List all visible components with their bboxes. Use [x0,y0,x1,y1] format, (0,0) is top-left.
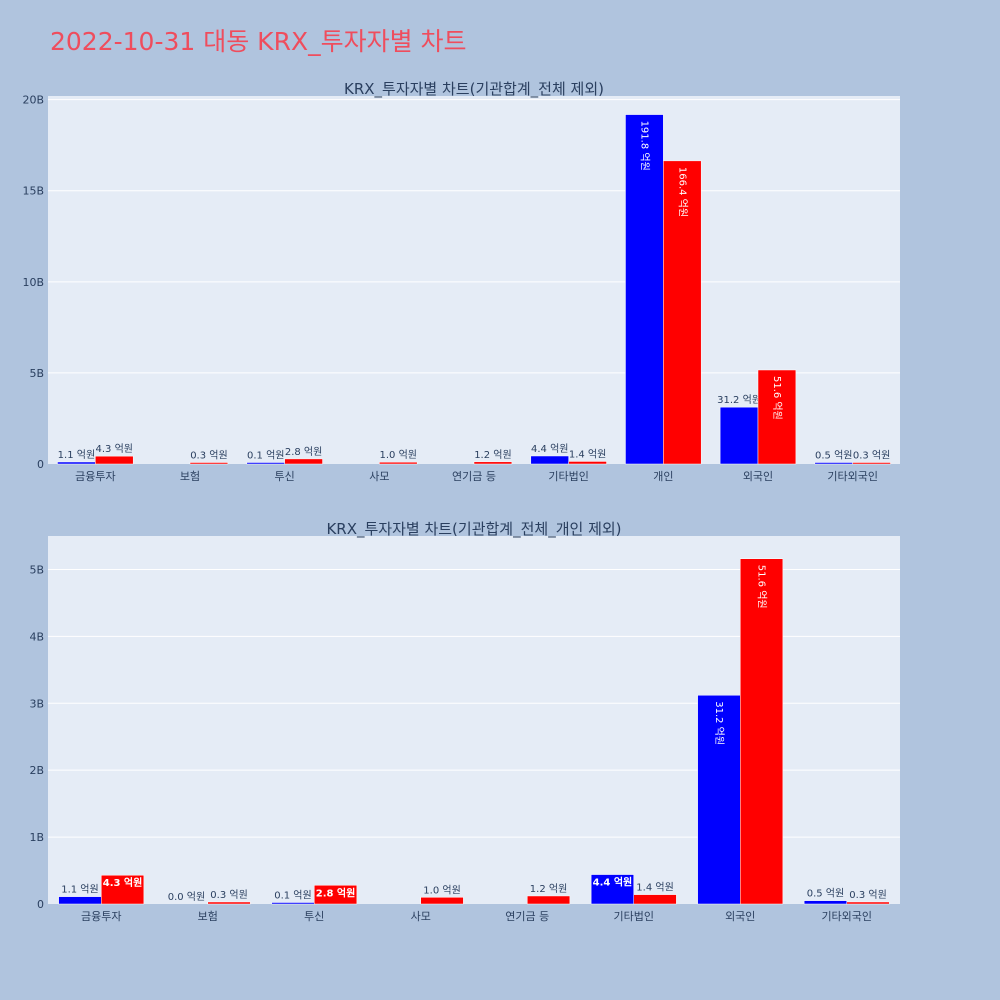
bar [846,901,890,905]
data-label: 1.0 억원 [380,449,417,461]
x-tick-label: 연기금 등 [452,470,496,483]
bar [568,461,607,465]
x-tick-label: 기타외국인 [821,910,872,923]
y-tick-label: 5B [29,563,44,576]
y-tick-label: 5B [29,367,44,380]
x-tick-label: 보험 [180,470,200,483]
x-tick-label: 외국인 [743,470,773,483]
bar [314,885,358,905]
y-tick-label: 0 [37,458,44,471]
data-label: 0.1 억원 [247,450,284,462]
x-tick-label: 투신 [275,470,295,483]
bar [246,462,285,465]
bar [590,874,635,905]
page-title: 2022-10-31 대동 KRX_투자자별 차트 [50,27,467,56]
bar [803,900,848,905]
data-label: 191.8 억원 [638,121,650,171]
bar [663,160,702,465]
bar [58,896,102,905]
x-tick-label: 기타법인 [548,470,588,483]
data-label: 31.2 억원 [713,701,725,745]
x-tick-label: 투신 [304,910,324,923]
data-label: 31.2 억원 [717,394,761,406]
data-label: 2.8 억원 [285,446,322,458]
data-label: 1.2 억원 [530,883,567,895]
data-label: 4.3 억원 [103,876,143,889]
data-label: 4.4 억원 [593,876,633,889]
x-tick-label: 보험 [198,910,218,923]
bar [420,897,464,905]
bar [527,895,571,905]
data-label: 1.1 억원 [58,449,95,461]
bar [852,462,891,465]
y-tick-label: 1B [29,831,44,844]
x-tick-label: 사모 [411,910,431,923]
data-label: 0.1 억원 [274,890,311,902]
data-label: 4.3 억원 [96,443,133,455]
bar [814,462,853,465]
bar [284,458,323,465]
data-label: 1.4 억원 [569,448,606,460]
bar [57,461,96,465]
x-tick-label: 금융투자 [75,470,115,483]
y-tick-label: 10B [22,276,44,289]
data-label: 2.8 억원 [316,886,356,899]
x-tick-label: 사모 [369,470,389,483]
data-label: 1.0 억원 [423,884,460,896]
data-label: 51.6 억원 [756,565,768,609]
y-tick-label: 0 [37,898,44,911]
bar [530,455,569,465]
bar [740,558,784,905]
y-tick-label: 4B [29,630,44,643]
bar [633,894,677,905]
data-label: 0.3 억원 [210,889,247,901]
chart-title: KRX_투자자별 차트(기관합계_전체_개인 제외) [326,520,621,539]
bar [271,902,315,905]
chart-title: KRX_투자자별 차트(기관합계_전체 제외) [344,80,604,99]
bar [473,461,513,465]
bar [101,874,145,905]
x-tick-label: 연기금 등 [505,910,549,923]
chart-top: 0 5B 10B 15B 20B KRX_투자자별 차트(기관합계_전체 제외) 금융투자 1… [22,80,900,483]
bar [697,694,741,905]
bar [95,455,134,465]
x-tick-label: 금융투자 [81,910,121,923]
data-label: 0.0 억원 [168,891,205,903]
data-label: 51.6 억원 [771,376,783,420]
y-tick-label: 3B [29,697,44,710]
bar [379,461,418,465]
chart-bottom: 0 1B 2B 3B 4B 5B KRX_투자자별 차트(기관합계_전체_개인 제외) 금융투… [29,520,900,923]
y-tick-label: 20B [22,94,44,107]
data-label: 0.3 억원 [853,450,890,462]
x-tick-label: 외국인 [725,910,755,923]
bar [757,369,797,465]
bar [719,406,759,465]
data-label: 1.2 억원 [474,449,511,461]
x-tick-label: 기타외국인 [827,470,878,483]
bar [189,462,229,465]
data-label: 4.4 억원 [531,443,568,455]
x-tick-label: 개인 [653,470,673,483]
bar [625,114,664,465]
y-tick-label: 2B [29,764,44,777]
data-label: 0.3 억원 [190,450,227,462]
bar [207,901,251,905]
data-label: 0.3 억원 [849,889,886,901]
data-label: 0.5 억원 [815,450,852,462]
data-label: 1.4 억원 [636,882,673,894]
data-label: 166.4 억원 [676,167,688,217]
data-label: 0.5 억원 [807,888,844,900]
data-label: 1.1 억원 [61,884,98,896]
y-tick-label: 15B [22,185,44,198]
x-tick-label: 기타법인 [614,910,654,923]
